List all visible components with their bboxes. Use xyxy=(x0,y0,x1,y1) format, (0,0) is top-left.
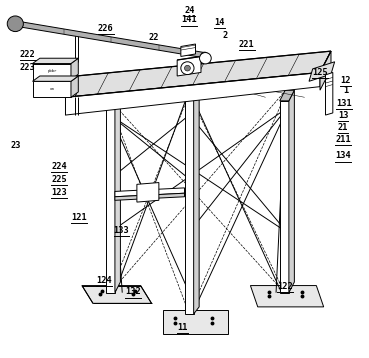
Text: 132: 132 xyxy=(125,287,141,296)
Polygon shape xyxy=(280,101,289,293)
Polygon shape xyxy=(65,72,320,115)
Text: cm: cm xyxy=(49,87,54,91)
Text: 222: 222 xyxy=(20,50,36,59)
Polygon shape xyxy=(184,90,194,314)
Text: 141: 141 xyxy=(182,15,197,24)
Polygon shape xyxy=(194,83,199,314)
Polygon shape xyxy=(32,58,78,64)
Polygon shape xyxy=(115,188,184,197)
Text: 134: 134 xyxy=(335,151,351,160)
Text: 223: 223 xyxy=(20,63,36,72)
Polygon shape xyxy=(32,81,71,97)
Polygon shape xyxy=(251,286,324,307)
Text: 13: 13 xyxy=(338,111,348,120)
Polygon shape xyxy=(162,310,228,334)
Polygon shape xyxy=(137,183,159,202)
Polygon shape xyxy=(280,90,294,101)
Text: 211: 211 xyxy=(335,135,351,144)
Polygon shape xyxy=(65,51,331,97)
Text: 125: 125 xyxy=(312,68,328,77)
Text: 21: 21 xyxy=(338,123,348,132)
Text: pbbr: pbbr xyxy=(47,69,57,73)
Text: 226: 226 xyxy=(98,24,114,33)
Text: 122: 122 xyxy=(277,282,293,291)
Polygon shape xyxy=(309,62,335,81)
Polygon shape xyxy=(181,44,196,57)
Circle shape xyxy=(7,16,23,32)
Text: 22: 22 xyxy=(148,34,159,43)
Text: 123: 123 xyxy=(51,188,67,197)
Circle shape xyxy=(200,53,211,64)
Text: 133: 133 xyxy=(114,226,130,235)
Text: 12: 12 xyxy=(340,76,351,85)
Polygon shape xyxy=(82,286,152,303)
Polygon shape xyxy=(32,64,71,79)
Polygon shape xyxy=(177,57,201,76)
Text: 24: 24 xyxy=(184,6,194,15)
Text: 23: 23 xyxy=(11,141,21,150)
Polygon shape xyxy=(106,97,115,293)
Text: 1: 1 xyxy=(343,86,348,95)
Polygon shape xyxy=(115,193,184,200)
Circle shape xyxy=(184,65,190,71)
Text: 225: 225 xyxy=(51,174,67,184)
Polygon shape xyxy=(71,76,78,97)
Text: 124: 124 xyxy=(96,276,112,285)
Polygon shape xyxy=(16,21,207,58)
Text: 121: 121 xyxy=(71,213,87,222)
Polygon shape xyxy=(289,90,294,293)
Text: 14: 14 xyxy=(214,18,225,27)
Polygon shape xyxy=(320,51,331,90)
Circle shape xyxy=(181,62,194,74)
Text: 11: 11 xyxy=(177,323,188,332)
Text: 131: 131 xyxy=(336,99,352,108)
Polygon shape xyxy=(65,76,76,115)
Polygon shape xyxy=(71,58,78,79)
Polygon shape xyxy=(115,87,120,293)
Circle shape xyxy=(201,52,208,59)
Polygon shape xyxy=(32,76,78,81)
Text: 221: 221 xyxy=(239,40,255,49)
Polygon shape xyxy=(106,87,120,97)
Text: 2: 2 xyxy=(222,31,227,40)
Polygon shape xyxy=(325,72,333,115)
Text: 224: 224 xyxy=(51,162,67,171)
